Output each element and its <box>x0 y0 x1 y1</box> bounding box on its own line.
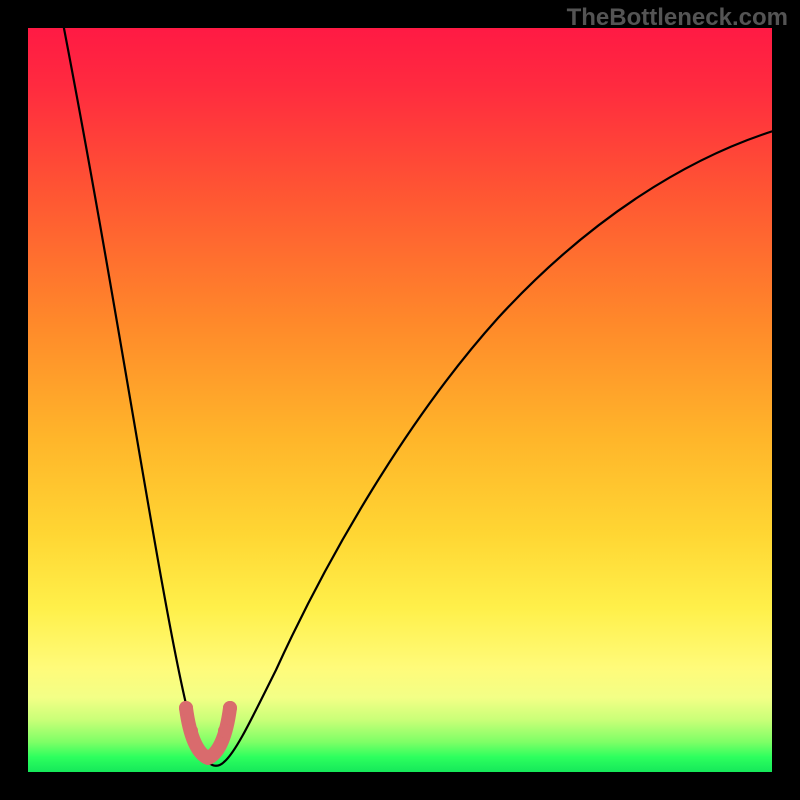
bottleneck-curve <box>62 28 772 766</box>
valley-marker-dot <box>184 724 198 738</box>
valley-marker-dot <box>179 701 193 715</box>
watermark-text: TheBottleneck.com <box>567 4 788 32</box>
valley-marker-dot <box>218 724 232 738</box>
curve-layer <box>28 28 772 772</box>
plot-area <box>28 28 772 772</box>
chart-container: TheBottleneck.com <box>0 0 800 800</box>
valley-marker-dot <box>223 701 237 715</box>
